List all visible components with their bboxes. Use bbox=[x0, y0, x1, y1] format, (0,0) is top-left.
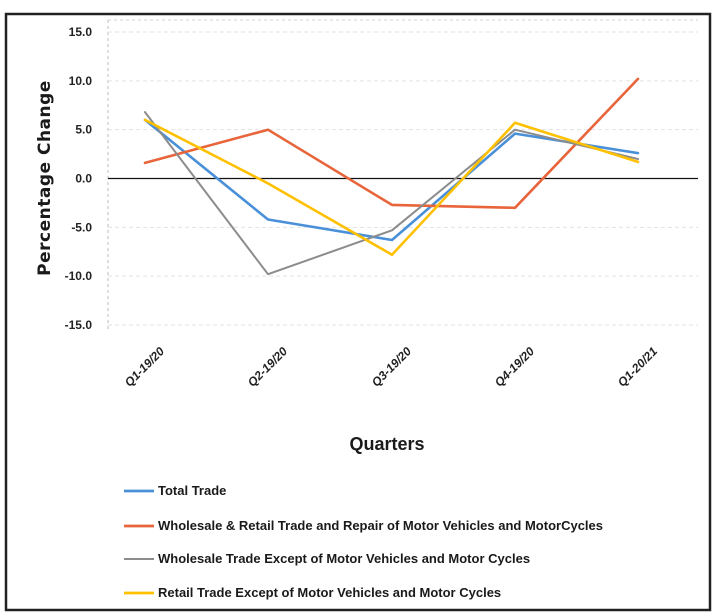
y-tick-label: 5.0 bbox=[75, 123, 92, 137]
y-tick-label: 0.0 bbox=[75, 172, 92, 186]
legend-label: Wholesale & Retail Trade and Repair of M… bbox=[158, 518, 603, 533]
gridlines bbox=[108, 31, 698, 326]
series-point bbox=[514, 128, 516, 131]
series-point bbox=[267, 182, 269, 185]
y-tick-label: -15.0 bbox=[65, 318, 93, 332]
series-point bbox=[391, 204, 393, 206]
plot-frame bbox=[107, 19, 698, 329]
series-point bbox=[514, 122, 516, 124]
x-axis-label: Quarters bbox=[349, 434, 424, 454]
chart-border bbox=[4, 12, 712, 612]
y-tick-label: 15.0 bbox=[69, 25, 93, 39]
series-point bbox=[391, 229, 393, 232]
series-point bbox=[514, 132, 516, 135]
series-point bbox=[514, 207, 516, 209]
series-point bbox=[391, 239, 393, 241]
legend: Total Trade Wholesale & Retail Trade and … bbox=[124, 483, 603, 600]
series-point bbox=[267, 218, 269, 221]
series-point bbox=[637, 152, 639, 154]
y-tick-label: 10.0 bbox=[69, 74, 93, 88]
series-point bbox=[267, 273, 269, 276]
series-lines bbox=[143, 77, 640, 276]
legend-label: Wholesale Trade Except of Motor Vehicles… bbox=[158, 551, 530, 566]
series-point bbox=[637, 158, 639, 160]
series-point bbox=[391, 253, 393, 256]
y-tick-label: -10.0 bbox=[65, 269, 93, 283]
y-axis-label: Percentage Change bbox=[35, 80, 55, 276]
series-point bbox=[637, 78, 639, 80]
series-point bbox=[144, 111, 146, 113]
y-axis-ticks: 15.0 10.0 5.0 0.0 -5.0 -10.0 -15.0 bbox=[65, 25, 93, 332]
y-tick-label: -5.0 bbox=[71, 220, 92, 234]
legend-label: Retail Trade Except of Motor Vehicles an… bbox=[158, 585, 501, 600]
legend-label: Total Trade bbox=[158, 483, 226, 498]
series-point bbox=[267, 128, 269, 131]
series-point bbox=[144, 119, 146, 121]
series-point bbox=[637, 161, 639, 163]
series-point bbox=[144, 162, 146, 164]
